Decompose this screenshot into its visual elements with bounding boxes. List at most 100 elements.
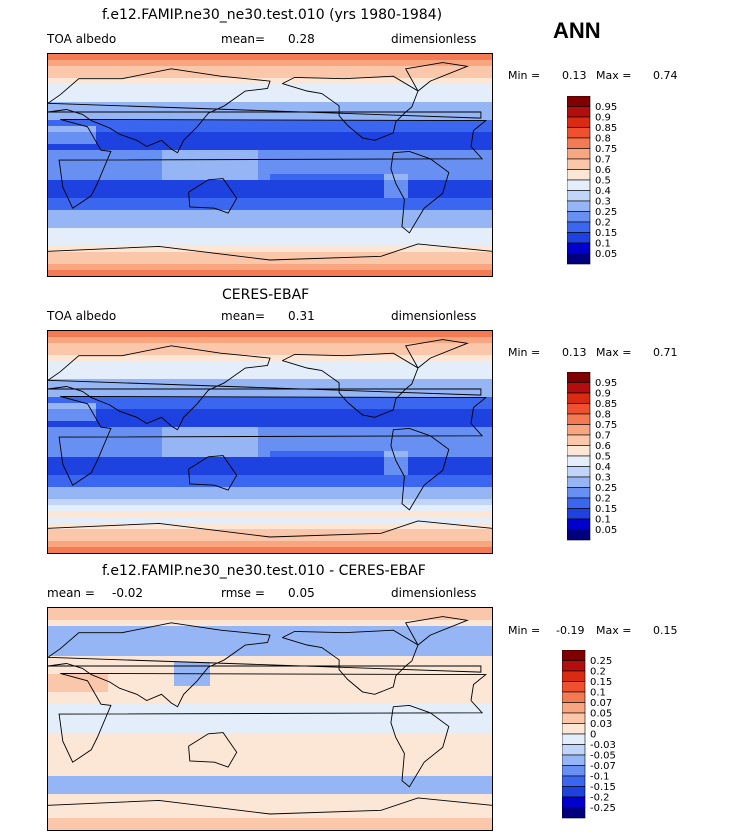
map-cell [474,373,481,380]
map-cell [462,445,469,452]
map-cell [432,361,439,368]
map-cell [258,331,265,338]
map-cell [216,72,223,79]
map-cell [306,138,313,145]
map-cell [180,385,187,392]
map-cell [54,337,61,344]
map-cell [366,451,373,458]
map-cell [156,198,163,205]
map-cell [126,433,133,440]
map-cell [324,337,331,344]
map-cell [258,415,265,422]
map-cell [222,126,229,133]
map-cell [114,415,121,422]
map-cell [156,397,163,404]
map-cell [186,84,193,91]
map-cell [258,78,265,85]
map-cell [198,349,205,356]
map-cell [54,355,61,362]
map-cell [444,216,451,223]
map-cell [168,421,175,428]
map-cell [288,469,295,476]
map-cell [72,66,79,73]
map-cell [48,60,55,67]
map-cell [426,379,433,386]
map-cell [48,463,55,470]
map-cell [210,120,217,127]
map-cell [108,204,115,211]
map-cell [78,337,85,344]
map-cell [84,385,91,392]
map-cell [480,349,487,356]
map-cell [270,84,277,91]
map-cell [282,505,289,512]
map-cell [360,439,367,446]
map-cell [228,234,235,241]
map-cell [330,174,337,181]
map-cell [372,355,379,362]
map-cell [246,174,253,181]
map-cell [480,108,487,115]
map-cell [258,499,265,506]
map-cell [138,120,145,127]
map-cell [156,385,163,392]
map-cell [480,156,487,163]
map-cell [378,96,385,103]
map-cell [288,427,295,434]
map-cell [468,481,475,488]
map-cell [72,361,79,368]
map-cell [390,54,397,61]
map-cell [420,96,427,103]
map-cell [432,373,439,380]
map-cell [462,96,469,103]
map-cell [360,258,367,265]
map-cell [396,216,403,223]
map-cell [54,367,61,374]
map-cell [384,138,391,145]
map-cell [204,66,211,73]
map-cell [366,162,373,169]
map-cell [222,138,229,145]
map-cell [66,240,73,247]
map-cell [222,114,229,121]
map-cell [174,150,181,157]
map-cell [384,463,391,470]
map-cell [84,156,91,163]
map-cell [336,168,343,175]
map-cell [66,391,73,398]
map-cell [60,60,67,67]
map-cell [174,72,181,79]
map-cell [216,505,223,512]
map-cell [282,475,289,482]
map-cell [396,246,403,253]
map-cell [96,96,103,103]
map-cell [72,60,79,67]
map-cell [336,349,343,356]
map-cell [474,60,481,67]
map-cell [156,234,163,241]
map-cell [108,355,115,362]
map-cell [186,120,193,127]
map-cell [300,451,307,458]
map-cell [216,192,223,199]
map-cell [438,174,445,181]
map-cell [66,343,73,350]
map-cell [468,228,475,235]
map-cell [48,192,55,199]
map-cell [366,144,373,151]
map-cell [354,120,361,127]
map-cell [462,222,469,229]
map-cell [132,174,139,181]
map-cell [426,150,433,157]
map-cell [240,192,247,199]
map-cell [348,168,355,175]
map-cell [456,385,463,392]
map-cell [474,445,481,452]
map-cell [246,445,253,452]
map-cell [222,475,229,482]
map-cell [54,258,61,265]
map-cell [78,222,85,229]
map-cell [222,457,229,464]
map-cell [396,457,403,464]
panel2-variable-label: TOA albedo [47,309,117,323]
